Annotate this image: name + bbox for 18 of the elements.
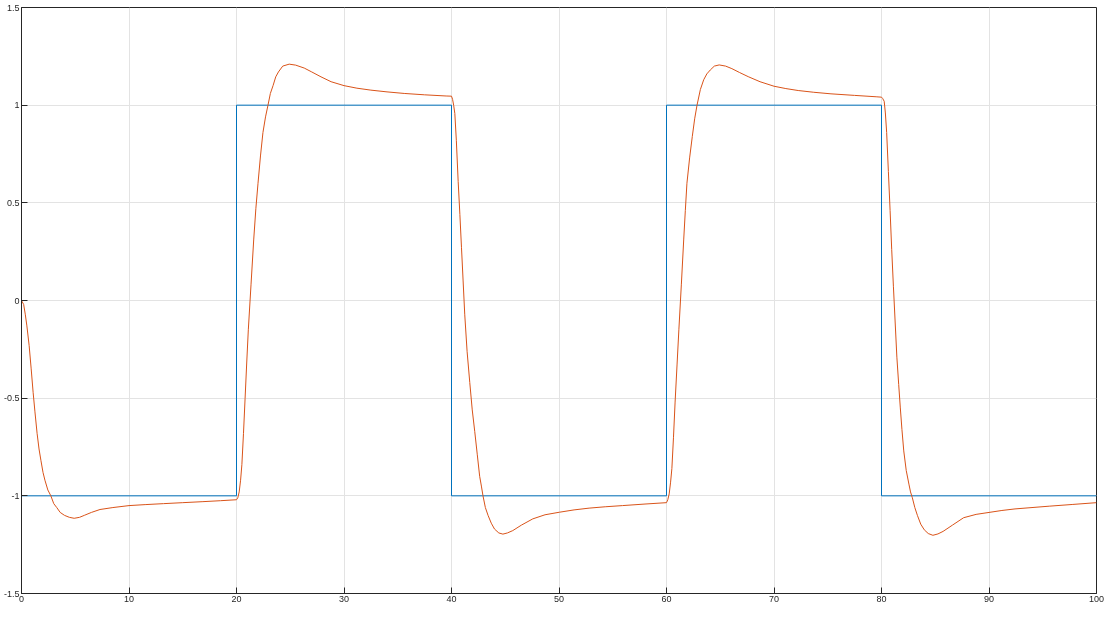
x-tick-label: 60 [661, 593, 672, 604]
x-tick-label: 20 [231, 593, 242, 604]
x-tick-label: 80 [876, 593, 887, 604]
x-tick-label: 40 [446, 593, 457, 604]
y-tick-label: 0.5 [6, 197, 20, 208]
x-tick-label: 50 [553, 593, 565, 604]
y-tick-label: 1 [14, 100, 20, 111]
y-tick-label: 0 [14, 295, 20, 306]
y-tick-label: -0.5 [3, 393, 20, 404]
y-tick-label: 1.5 [6, 2, 20, 13]
x-tick-label: 90 [983, 593, 995, 604]
line-series [21, 63, 1097, 536]
y-tick-label: -1.5 [3, 588, 20, 599]
x-tick-label: 70 [768, 593, 780, 604]
x-tick-label: 100 [1088, 593, 1105, 604]
x-tick-label: 10 [123, 593, 135, 604]
y-tick-label: -1 [11, 490, 20, 501]
x-tick-label: 30 [338, 593, 350, 604]
